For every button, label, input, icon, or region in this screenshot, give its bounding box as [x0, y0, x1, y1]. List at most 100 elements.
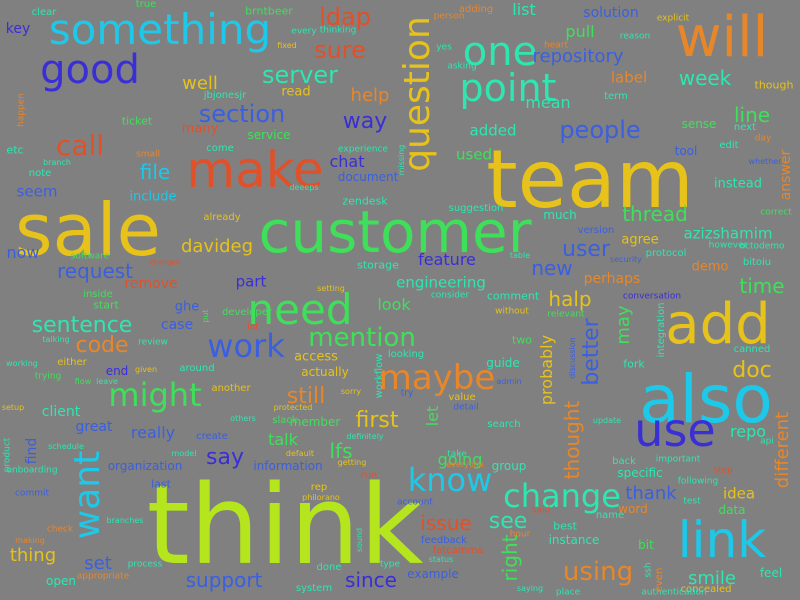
word-ticket: ticket [121, 114, 153, 128]
word-end: end [105, 364, 129, 378]
word-look: look [377, 295, 411, 314]
word-rep: rep [310, 482, 328, 493]
word-way: way [342, 109, 388, 134]
word-better: better [579, 318, 604, 386]
word-software: software [70, 251, 110, 262]
word-request: request [56, 259, 134, 283]
word-see: see [488, 509, 528, 534]
word-place: place [555, 587, 581, 598]
word-think: think [146, 461, 424, 589]
word-discussion: discussion [568, 337, 577, 379]
word-work: work [207, 327, 285, 365]
word-label: label [610, 68, 648, 87]
word-lot: lot [247, 322, 259, 333]
word-relevant: relevant [547, 309, 585, 320]
word-thought: thought [560, 400, 584, 480]
word-feel: feel [759, 566, 783, 580]
word-list: list [512, 0, 536, 19]
word-thing: thing [9, 545, 57, 566]
word-link: link [677, 511, 767, 569]
word-security: security [610, 255, 642, 264]
word-open: open [46, 574, 76, 588]
word-repository: repository [532, 46, 624, 67]
word-though: though [754, 78, 794, 92]
word-group: group [491, 459, 527, 473]
word-already: already [203, 212, 241, 223]
word-azizshamim: azizshamim [683, 224, 773, 243]
word-team: team [486, 133, 694, 226]
word-another: another [211, 383, 251, 394]
word-one: one [462, 29, 538, 75]
word-branches: branches [106, 516, 144, 525]
word-hour: hour [509, 529, 531, 540]
word-document: document [337, 170, 399, 184]
word-fatcamma: fatcamma [432, 545, 484, 556]
word-ldap: ldap [319, 3, 371, 31]
word-section: section [198, 100, 286, 128]
word-trying: trying [34, 371, 62, 382]
word-however: however [708, 240, 748, 251]
word-many: many [181, 121, 219, 137]
word-data: data [718, 503, 746, 517]
word-around: around [179, 363, 215, 374]
word-chat: chat [329, 152, 365, 171]
word-user: user [562, 237, 610, 262]
word-first: first [355, 408, 399, 433]
word-search: search [487, 419, 521, 430]
word-commit: commit [14, 488, 50, 499]
word-process: process [127, 559, 163, 570]
word-octodemo: octodemo [739, 241, 785, 252]
word-without: without [495, 306, 529, 317]
word-talking: talking [42, 335, 70, 344]
word-added: added [469, 121, 517, 140]
word-might: might [108, 376, 202, 414]
word-product: product [2, 437, 13, 473]
word-sentence: sentence [31, 313, 133, 338]
word-mention: mention [308, 323, 416, 353]
word-following: following [677, 476, 719, 487]
word-integration: integration [656, 302, 667, 358]
word-change: change [503, 477, 621, 515]
word-experience: experience [338, 144, 388, 155]
word-perhaps: perhaps [583, 271, 641, 287]
word-thread: thread [622, 202, 688, 226]
word-changed: changed [149, 258, 181, 267]
word-step: step [713, 465, 733, 476]
word-thank: thank [625, 483, 677, 504]
word-looking: looking [387, 349, 425, 360]
word-important: important [655, 454, 701, 465]
word-check: check [46, 524, 74, 535]
word-create: create [196, 431, 228, 442]
word-may: may [613, 305, 634, 345]
word-sound: sound [355, 527, 364, 553]
word-come: come [206, 143, 234, 154]
word-consider: consider [430, 290, 470, 301]
word-day: day [754, 133, 772, 144]
word-example: example [407, 567, 459, 581]
word-said: said [531, 505, 551, 516]
word-instead: instead [714, 176, 762, 192]
word-part: part [235, 272, 267, 291]
word-sure: sure [314, 36, 366, 64]
word-last: last [151, 477, 171, 491]
word-slack: slack [272, 415, 298, 426]
word-protocol: protocol [645, 248, 687, 259]
word-run: run [360, 470, 378, 481]
word-call: call [55, 129, 105, 162]
word-key: key [5, 21, 31, 37]
word-system: system [295, 583, 333, 594]
word-sale: sale [15, 188, 161, 272]
word-storage: storage [357, 258, 399, 272]
word-workflow: workflow [374, 353, 385, 399]
word-bit: bit [638, 538, 654, 552]
word-include: include [129, 189, 177, 205]
word-brntbeer: brntbeer [245, 4, 293, 18]
word-add: add [665, 292, 771, 357]
word-going: going [437, 450, 483, 469]
word-different: different [772, 411, 793, 489]
word-still: still [286, 384, 326, 409]
word-server: server [262, 61, 338, 89]
word-fixed: fixed [277, 41, 297, 50]
word-sense: sense [681, 117, 717, 131]
word-mean: mean [525, 93, 571, 112]
